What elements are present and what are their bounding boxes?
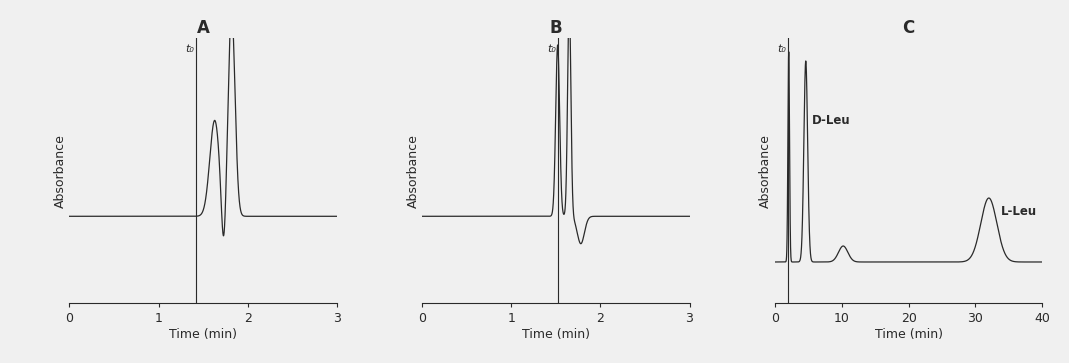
X-axis label: Time (min): Time (min) [522,328,590,341]
Text: D-Leu: D-Leu [811,114,851,127]
X-axis label: Time (min): Time (min) [169,328,237,341]
Text: t₀: t₀ [547,44,556,54]
Y-axis label: Absorbance: Absorbance [759,134,772,208]
Y-axis label: Absorbance: Absorbance [53,134,66,208]
Text: t₀: t₀ [777,44,787,54]
X-axis label: Time (min): Time (min) [874,328,943,341]
Y-axis label: Absorbance: Absorbance [406,134,419,208]
Title: B: B [549,19,562,37]
Text: L-Leu: L-Leu [1001,205,1037,218]
Title: C: C [902,19,915,37]
Text: t₀: t₀ [185,44,195,54]
Title: A: A [197,19,210,37]
